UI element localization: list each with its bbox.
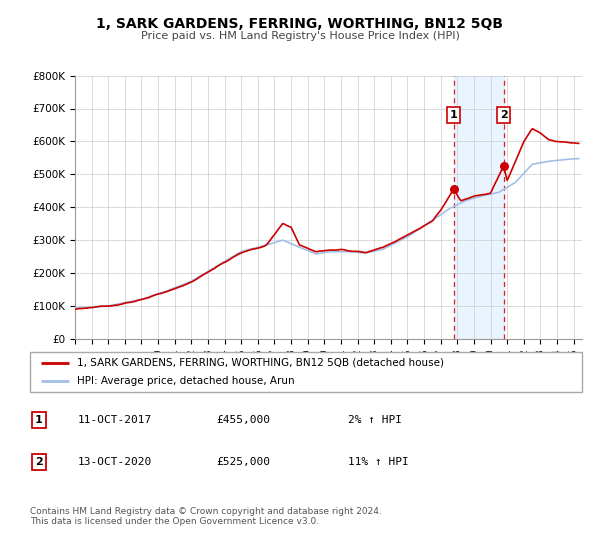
Text: HPI: Average price, detached house, Arun: HPI: Average price, detached house, Arun bbox=[77, 376, 295, 386]
Text: 1, SARK GARDENS, FERRING, WORTHING, BN12 5QB: 1, SARK GARDENS, FERRING, WORTHING, BN12… bbox=[97, 17, 503, 31]
Text: 1: 1 bbox=[35, 415, 43, 425]
Text: 11% ↑ HPI: 11% ↑ HPI bbox=[348, 457, 409, 467]
Point bbox=[499, 162, 508, 171]
Text: £525,000: £525,000 bbox=[216, 457, 270, 467]
Text: 2: 2 bbox=[35, 457, 43, 467]
Bar bbox=[454, 76, 503, 339]
Text: 1: 1 bbox=[450, 110, 458, 120]
Text: 2% ↑ HPI: 2% ↑ HPI bbox=[348, 415, 402, 425]
Text: 1, SARK GARDENS, FERRING, WORTHING, BN12 5QB (detached house): 1, SARK GARDENS, FERRING, WORTHING, BN12… bbox=[77, 358, 444, 367]
Text: 2: 2 bbox=[500, 110, 508, 120]
Text: £455,000: £455,000 bbox=[216, 415, 270, 425]
Text: Contains HM Land Registry data © Crown copyright and database right 2024.
This d: Contains HM Land Registry data © Crown c… bbox=[30, 507, 382, 526]
Text: 11-OCT-2017: 11-OCT-2017 bbox=[78, 415, 152, 425]
Text: 13-OCT-2020: 13-OCT-2020 bbox=[78, 457, 152, 467]
FancyBboxPatch shape bbox=[30, 352, 582, 392]
Text: Price paid vs. HM Land Registry's House Price Index (HPI): Price paid vs. HM Land Registry's House … bbox=[140, 31, 460, 41]
Point bbox=[449, 185, 458, 194]
